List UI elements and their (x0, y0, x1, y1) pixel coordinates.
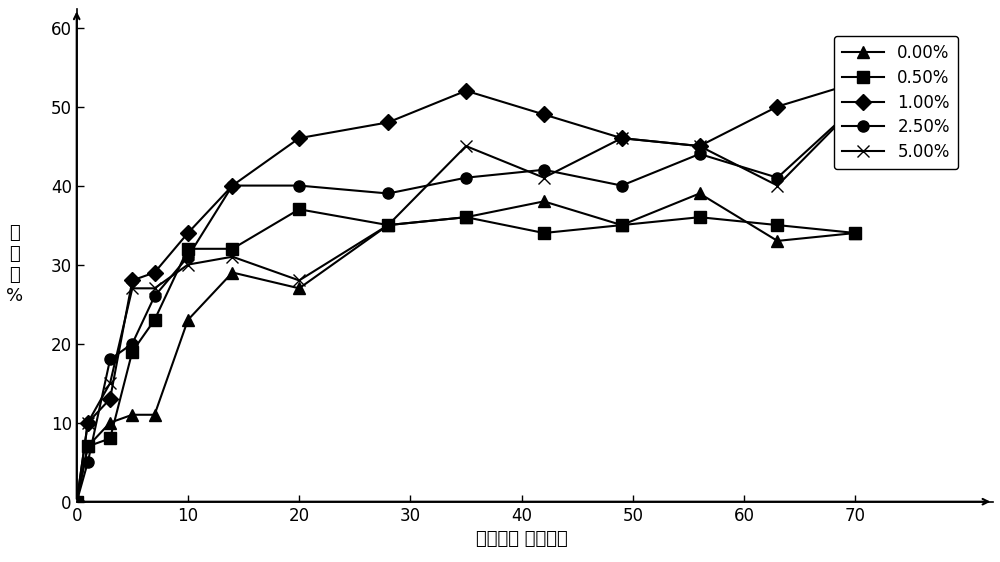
5.00% (82, 419, 94, 426)
X-axis label: 降解时间 单位：天: 降解时间 单位：天 (476, 530, 567, 548)
1.00% (771, 103, 783, 110)
5.00% (382, 222, 394, 229)
Line: 1.00%: 1.00% (71, 78, 861, 507)
Legend: 0.00%, 0.50%, 1.00%, 2.50%, 5.00%: 0.00%, 0.50%, 1.00%, 2.50%, 5.00% (834, 36, 958, 169)
2.50% (771, 174, 783, 181)
2.50% (104, 356, 116, 363)
5.00% (616, 135, 628, 142)
0.50% (104, 435, 116, 442)
0.00% (71, 498, 83, 505)
1.00% (182, 230, 194, 237)
Line: 2.50%: 2.50% (71, 101, 861, 507)
0.50% (382, 222, 394, 229)
0.00% (149, 411, 161, 418)
1.00% (538, 111, 550, 118)
Line: 0.00%: 0.00% (71, 188, 861, 507)
1.00% (126, 277, 138, 284)
0.50% (771, 222, 783, 229)
0.00% (460, 214, 472, 220)
5.00% (538, 174, 550, 181)
0.00% (849, 230, 861, 237)
2.50% (71, 498, 83, 505)
0.50% (460, 214, 472, 220)
0.50% (849, 230, 861, 237)
0.00% (82, 443, 94, 450)
0.00% (538, 198, 550, 205)
5.00% (293, 277, 305, 284)
Text: 降
解
率
%: 降 解 率 % (6, 224, 23, 305)
1.00% (149, 269, 161, 276)
0.50% (126, 348, 138, 355)
2.50% (126, 340, 138, 347)
0.50% (616, 222, 628, 229)
1.00% (616, 135, 628, 142)
5.00% (694, 143, 706, 149)
1.00% (82, 419, 94, 426)
0.00% (104, 419, 116, 426)
Line: 0.50%: 0.50% (71, 204, 861, 507)
2.50% (82, 459, 94, 465)
2.50% (182, 253, 194, 260)
1.00% (694, 143, 706, 149)
0.50% (694, 214, 706, 220)
0.00% (382, 222, 394, 229)
2.50% (293, 182, 305, 189)
2.50% (538, 166, 550, 173)
5.00% (71, 498, 83, 505)
1.00% (293, 135, 305, 142)
5.00% (771, 182, 783, 189)
0.00% (771, 238, 783, 244)
0.50% (82, 443, 94, 450)
1.00% (460, 87, 472, 94)
0.50% (71, 498, 83, 505)
5.00% (104, 380, 116, 387)
0.00% (616, 222, 628, 229)
1.00% (71, 498, 83, 505)
2.50% (226, 182, 238, 189)
2.50% (149, 293, 161, 300)
0.00% (126, 411, 138, 418)
2.50% (616, 182, 628, 189)
2.50% (694, 151, 706, 157)
1.00% (226, 182, 238, 189)
1.00% (104, 396, 116, 402)
2.50% (460, 174, 472, 181)
5.00% (149, 285, 161, 292)
0.50% (293, 206, 305, 212)
0.00% (182, 316, 194, 323)
5.00% (182, 261, 194, 268)
5.00% (126, 285, 138, 292)
0.50% (538, 230, 550, 237)
2.50% (382, 190, 394, 197)
2.50% (849, 103, 861, 110)
1.00% (849, 79, 861, 86)
5.00% (460, 143, 472, 149)
0.50% (149, 316, 161, 323)
5.00% (226, 253, 238, 260)
0.00% (694, 190, 706, 197)
Line: 5.00%: 5.00% (71, 101, 861, 507)
0.00% (293, 285, 305, 292)
0.50% (226, 246, 238, 252)
0.00% (226, 269, 238, 276)
1.00% (382, 119, 394, 126)
0.50% (182, 246, 194, 252)
5.00% (849, 103, 861, 110)
